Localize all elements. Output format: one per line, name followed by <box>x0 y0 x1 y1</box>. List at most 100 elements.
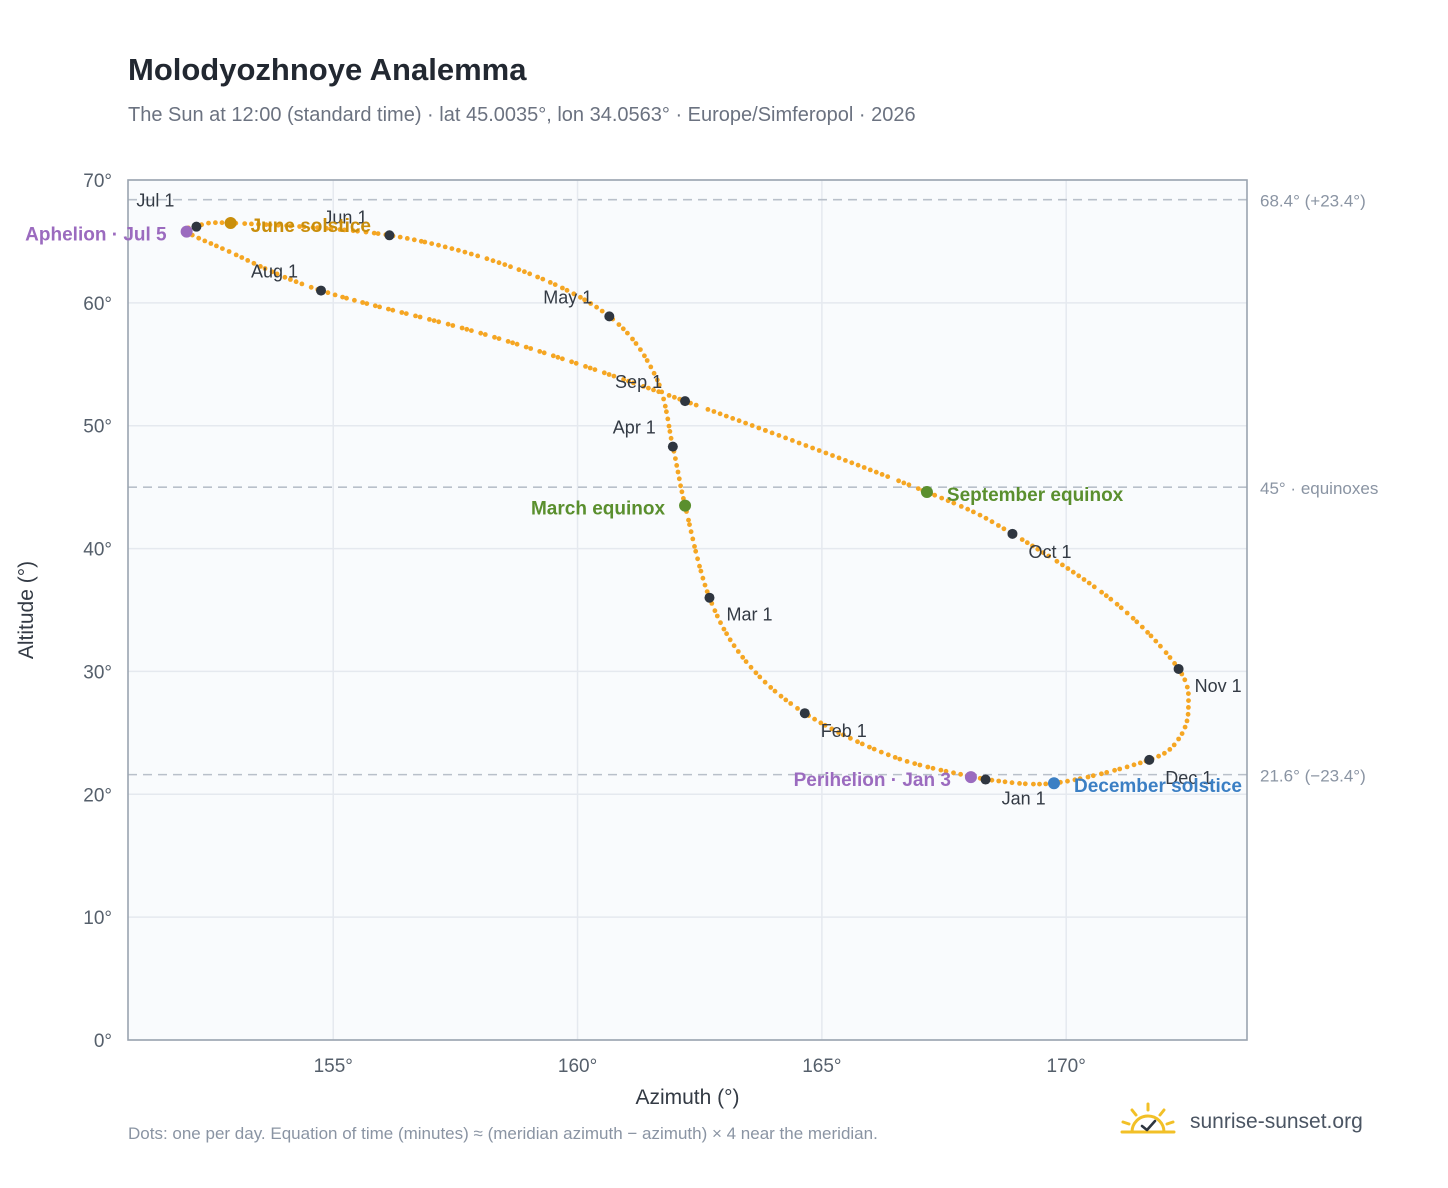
daily-sun-dot <box>1182 677 1188 683</box>
daily-sun-dot <box>743 659 749 664</box>
daily-sun-dot <box>843 458 848 463</box>
daily-sun-dot <box>587 365 593 371</box>
daily-sun-dot <box>646 385 651 391</box>
daily-sun-dot <box>310 225 316 230</box>
daily-sun-dot <box>616 322 622 327</box>
daily-sun-dot <box>1158 643 1163 649</box>
daily-sun-dot <box>1148 633 1154 639</box>
daily-sun-dot <box>1065 778 1070 784</box>
month-marker-label: Dec 1 <box>1165 768 1212 788</box>
daily-sun-dot <box>763 428 768 433</box>
daily-sun-dot <box>1060 562 1065 568</box>
daily-sun-dot <box>712 608 718 614</box>
daily-sun-dot <box>996 523 1001 528</box>
daily-sun-dot <box>1185 711 1191 717</box>
event-marker-label: March equinox <box>531 499 666 520</box>
daily-sun-dot <box>665 416 671 422</box>
daily-sun-dot <box>674 463 680 468</box>
daily-sun-dot <box>958 771 963 777</box>
daily-sun-dot <box>693 548 699 554</box>
daily-sun-dot <box>642 353 647 359</box>
daily-sun-dot <box>611 373 617 379</box>
daily-sun-dot <box>541 350 547 356</box>
brand[interactable]: sunrise-sunset.org <box>1120 1102 1363 1142</box>
daily-sun-dot <box>1163 650 1169 656</box>
daily-sun-dot <box>239 255 245 260</box>
daily-sun-dot <box>226 249 232 254</box>
daily-sun-dot <box>355 228 360 234</box>
daily-sun-dot <box>840 732 846 738</box>
daily-sun-dot <box>442 244 448 250</box>
daily-sun-dot <box>578 294 583 300</box>
daily-sun-dot <box>656 389 662 395</box>
daily-sun-dot <box>363 229 369 235</box>
daily-sun-dot <box>932 492 938 498</box>
daily-sun-dot <box>1172 661 1177 666</box>
daily-sun-dot <box>360 300 365 305</box>
y-tick-label: 50° <box>83 417 112 438</box>
daily-sun-dot <box>822 722 828 728</box>
daily-sun-dot <box>397 234 403 240</box>
daily-sun-dot <box>484 256 490 262</box>
daily-sun-dot <box>208 241 214 246</box>
reference-line-label: 21.6° (−23.4°) <box>1260 767 1366 786</box>
daily-sun-dot <box>630 336 635 342</box>
daily-sun-dot <box>219 220 225 226</box>
daily-sun-dot <box>1104 770 1110 775</box>
daily-sun-dot <box>282 274 288 280</box>
daily-sun-dot <box>810 445 815 451</box>
daily-sun-dot <box>1077 776 1083 782</box>
daily-sun-dot <box>375 231 381 237</box>
daily-sun-dot <box>560 356 565 362</box>
daily-sun-dot <box>249 221 254 227</box>
daily-sun-dot <box>1070 569 1076 575</box>
event-marker-label: Aphelion · Jul 5 <box>25 225 167 246</box>
month-marker-label: Mar 1 <box>726 605 772 625</box>
daily-sun-dot <box>748 664 754 670</box>
daily-sun-dot <box>315 225 320 231</box>
daily-sun-dot <box>668 435 674 441</box>
daily-sun-dot <box>711 409 717 414</box>
daily-sun-dot <box>664 409 669 415</box>
reference-line-label: 68.4° (+23.4°) <box>1260 192 1366 211</box>
daily-sun-dot <box>989 519 995 525</box>
daily-sun-dot <box>364 301 370 306</box>
daily-sun-dot <box>769 430 775 436</box>
daily-sun-dot <box>352 297 357 303</box>
daily-sun-dot <box>288 223 294 229</box>
month-marker-label: Jun 1 <box>323 207 367 227</box>
daily-sun-dot <box>1139 624 1145 630</box>
daily-sun-dot <box>1046 553 1052 559</box>
daily-sun-dot <box>571 291 577 297</box>
daily-sun-dot <box>836 455 842 461</box>
daily-sun-dot <box>535 274 540 280</box>
daily-sun-dot <box>796 440 802 446</box>
daily-sun-dot <box>1112 767 1117 773</box>
daily-sun-dot <box>537 349 543 354</box>
daily-sun-dot <box>700 575 706 581</box>
reference-line-label: 45° · equinoxes <box>1260 479 1378 498</box>
daily-sun-dot <box>912 761 918 766</box>
daily-sun-dot <box>666 423 672 429</box>
daily-sun-dot <box>621 377 626 382</box>
daily-sun-dot <box>675 469 681 475</box>
daily-sun-dot <box>429 241 435 247</box>
daily-sun-dot <box>377 304 382 310</box>
daily-sun-dot <box>299 281 305 287</box>
daily-sun-dot <box>527 271 533 277</box>
daily-sun-dot <box>547 280 553 285</box>
daily-sun-dot <box>861 465 867 470</box>
daily-sun-dot <box>757 674 763 680</box>
brand-name: sunrise-sunset.org <box>1190 1110 1363 1133</box>
daily-sun-dot <box>695 556 700 562</box>
event-marker-dot <box>1047 777 1060 790</box>
daily-sun-dot <box>736 418 742 424</box>
daily-sun-dot <box>855 739 860 745</box>
daily-sun-dot <box>540 276 546 282</box>
daily-sun-dot <box>1054 558 1060 564</box>
daily-sun-dot <box>386 306 391 312</box>
daily-sun-dot <box>897 756 903 762</box>
daily-sun-dot <box>651 387 656 393</box>
daily-sun-dot <box>873 469 879 475</box>
daily-sun-dot <box>601 370 607 376</box>
